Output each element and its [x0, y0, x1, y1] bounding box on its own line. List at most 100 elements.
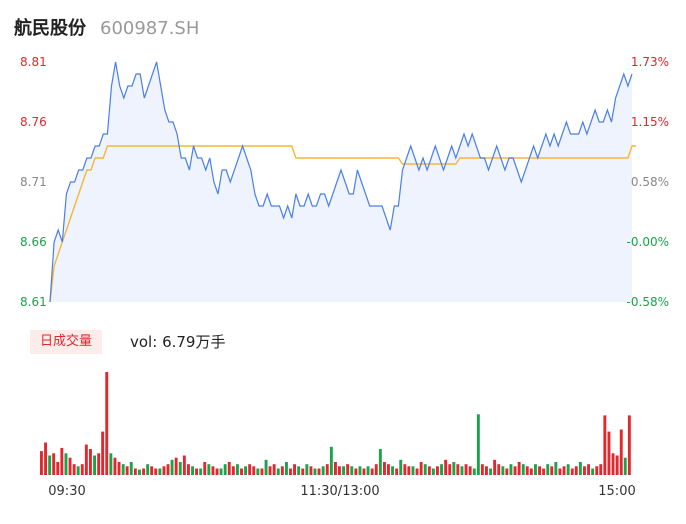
volume-indicator-badge[interactable]: 日成交量: [30, 330, 103, 354]
y-right-tick: -0.58%: [627, 295, 669, 309]
volume-bar: [174, 457, 178, 475]
volume-bar: [317, 468, 321, 475]
volume-bar: [121, 464, 125, 475]
volume-bar: [231, 466, 235, 475]
volume-panel: [40, 372, 631, 475]
volume-bar: [80, 464, 84, 475]
volume-bar: [578, 462, 582, 475]
volume-bar: [558, 468, 562, 475]
volume-bar: [595, 466, 599, 475]
volume-bar: [427, 466, 431, 475]
volume-bar: [305, 464, 309, 475]
volume-bar: [338, 466, 341, 475]
volume-bar: [342, 466, 345, 475]
volume-bar: [448, 464, 452, 475]
volume-bar: [154, 468, 158, 475]
y-right-tick: 0.58%: [631, 175, 669, 189]
volume-bar: [44, 442, 47, 475]
volume-bar: [468, 466, 472, 475]
volume-bar: [497, 464, 501, 475]
volume-bar: [599, 464, 603, 475]
volume-bar: [480, 464, 484, 475]
volume-bar: [542, 468, 546, 475]
volume-bar: [52, 453, 56, 475]
volume-bar: [276, 468, 280, 475]
volume-bar: [399, 459, 403, 475]
stock-header: 航民股份 600987.SH: [14, 14, 199, 39]
volume-bar: [423, 464, 427, 475]
y-left-tick: 8.66: [20, 235, 47, 249]
price-panel: [49, 61, 637, 303]
volume-bar: [546, 464, 550, 475]
volume-bar: [150, 466, 154, 475]
volume-bar: [289, 468, 292, 475]
volume-bar: [366, 466, 370, 475]
x-tick: 15:00: [598, 484, 635, 499]
volume-bar: [158, 468, 162, 475]
volume-bar: [182, 455, 186, 475]
volume-bar: [403, 464, 407, 475]
volume-bar: [464, 464, 468, 475]
volume-bar: [583, 466, 586, 475]
volume-bar: [603, 415, 607, 475]
price-area: [50, 62, 632, 302]
volume-bar: [489, 468, 492, 475]
volume-bar: [68, 457, 72, 475]
volume-bar: [566, 464, 570, 475]
volume-bar: [607, 431, 611, 475]
volume-bar: [354, 468, 358, 475]
volume-bar: [48, 455, 52, 475]
volume-bar: [370, 468, 374, 475]
volume-bar: [517, 462, 521, 475]
volume-bar: [525, 466, 529, 475]
volume-bar: [129, 462, 133, 475]
volume-bar: [297, 466, 301, 475]
volume-bar: [191, 466, 194, 475]
volume-bar: [329, 446, 333, 475]
y-right-tick: -0.00%: [627, 235, 669, 249]
volume-bar: [223, 464, 227, 475]
volume-bar: [170, 459, 174, 475]
volume-bar: [236, 464, 239, 475]
volume-bar: [362, 468, 366, 475]
volume-bar: [501, 466, 505, 475]
volume-bar: [187, 464, 190, 475]
volume-bar: [133, 468, 137, 475]
volume-bar: [387, 464, 390, 475]
volume-bar: [485, 466, 488, 475]
volume-bar: [309, 466, 313, 475]
volume-bar: [203, 462, 207, 475]
volume-bar: [415, 468, 419, 475]
volume-bar: [538, 466, 541, 475]
x-tick: 11:30/13:00: [300, 484, 379, 499]
volume-bar: [383, 462, 386, 475]
volume-bar: [117, 462, 121, 475]
volume-bar: [395, 468, 399, 475]
volume-bar: [444, 459, 448, 475]
volume-bar: [334, 462, 337, 475]
axis-labels: 8.81 1.73% 8.76 1.15% 8.71 0.58% 8.66 -0.00% 8.6…: [20, 55, 669, 499]
volume-bar: [207, 464, 211, 475]
volume-bar: [529, 468, 533, 475]
volume-bar: [554, 462, 558, 475]
volume-bar: [550, 466, 554, 475]
volume-bar: [513, 466, 517, 475]
volume-bar: [105, 372, 109, 475]
volume-bar: [587, 464, 590, 475]
volume-bar: [138, 469, 141, 475]
volume-bar: [534, 464, 537, 475]
stock-name: 航民股份: [14, 18, 86, 39]
volume-bar: [64, 453, 68, 475]
volume-bar: [419, 462, 423, 475]
volume-bar: [195, 468, 198, 475]
volume-bar: [280, 466, 284, 475]
volume-bar: [313, 468, 317, 475]
volume-bar: [109, 453, 113, 475]
volume-bar: [476, 414, 480, 475]
volume-bar: [321, 466, 325, 475]
volume-summary: vol: 6.79万手: [130, 331, 225, 353]
volume-bar: [256, 468, 260, 475]
volume-bar: [619, 429, 623, 475]
volume-bar: [285, 462, 288, 475]
volume-bar: [591, 468, 595, 475]
